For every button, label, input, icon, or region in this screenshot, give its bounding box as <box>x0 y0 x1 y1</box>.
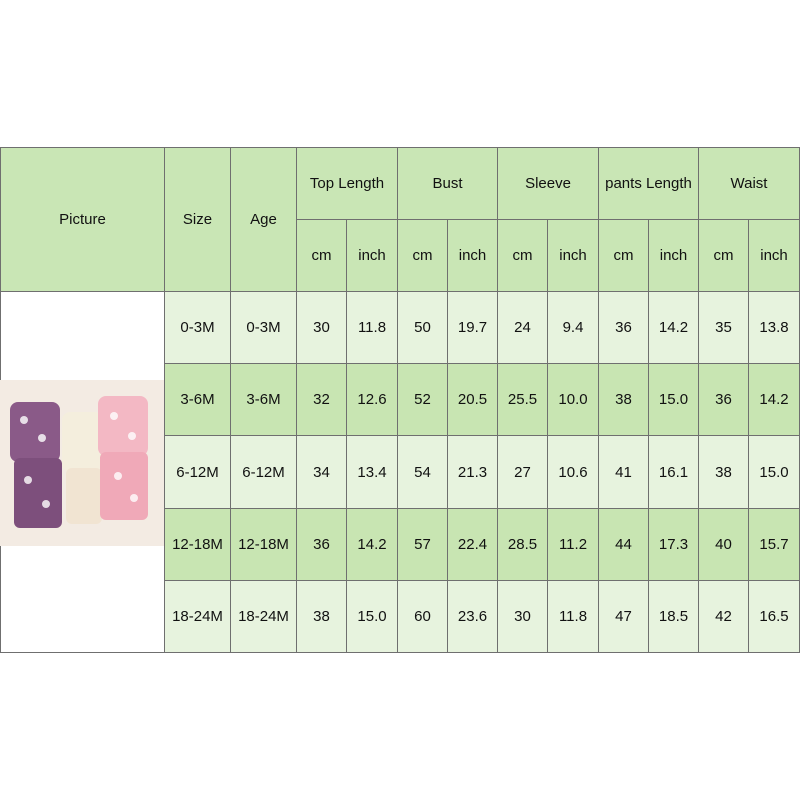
table-cell: 6-12M <box>164 435 231 509</box>
table-cell: 6-12M <box>230 435 297 509</box>
table-cell: 30 <box>296 291 347 364</box>
table-cell: 13.4 <box>346 435 398 509</box>
table-cell: 15.7 <box>748 508 800 581</box>
table-cell: 35 <box>698 291 749 364</box>
table-cell: 16.5 <box>748 580 800 653</box>
unit-header: cm <box>497 219 548 292</box>
table-cell: 25.5 <box>497 363 548 436</box>
table-cell: 21.3 <box>447 435 498 509</box>
table-cell: 36 <box>698 363 749 436</box>
table-cell: 18.5 <box>648 580 699 653</box>
table-cell: 18-24M <box>164 580 231 653</box>
table-cell: 57 <box>397 508 448 581</box>
unit-header: inch <box>748 219 800 292</box>
table-cell: 15.0 <box>748 435 800 509</box>
unit-header: inch <box>346 219 398 292</box>
table-cell: 0-3M <box>230 291 297 364</box>
table-cell: 27 <box>497 435 548 509</box>
table-cell: 32 <box>296 363 347 436</box>
table-cell: 22.4 <box>447 508 498 581</box>
table-cell: 14.2 <box>748 363 800 436</box>
table-cell: 40 <box>698 508 749 581</box>
unit-header: cm <box>296 219 347 292</box>
unit-header: cm <box>698 219 749 292</box>
table-cell: 3-6M <box>164 363 231 436</box>
group-header: Sleeve <box>497 147 599 220</box>
table-cell: 36 <box>598 291 649 364</box>
table-cell: 60 <box>397 580 448 653</box>
table-cell: 11.8 <box>547 580 599 653</box>
unit-header: inch <box>547 219 599 292</box>
group-header: pants Length <box>598 147 699 220</box>
header-cell: Age <box>230 147 297 292</box>
table-cell: 52 <box>397 363 448 436</box>
table-cell: 38 <box>598 363 649 436</box>
table-cell: 12.6 <box>346 363 398 436</box>
table-cell: 9.4 <box>547 291 599 364</box>
table-cell: 18-24M <box>230 580 297 653</box>
table-cell: 11.8 <box>346 291 398 364</box>
header-cell: Size <box>164 147 231 292</box>
group-header: Bust <box>397 147 498 220</box>
table-cell: 10.0 <box>547 363 599 436</box>
header-cell: Picture <box>0 147 165 292</box>
table-cell: 28.5 <box>497 508 548 581</box>
table-cell: 19.7 <box>447 291 498 364</box>
unit-header: inch <box>648 219 699 292</box>
table-cell: 38 <box>698 435 749 509</box>
table-cell: 16.1 <box>648 435 699 509</box>
table-cell: 44 <box>598 508 649 581</box>
table-cell: 0-3M <box>164 291 231 364</box>
table-cell: 15.0 <box>648 363 699 436</box>
product-photo <box>0 380 164 546</box>
table-cell: 10.6 <box>547 435 599 509</box>
table-cell: 42 <box>698 580 749 653</box>
table-cell: 24 <box>497 291 548 364</box>
table-cell: 17.3 <box>648 508 699 581</box>
group-header: Waist <box>698 147 800 220</box>
table-cell: 41 <box>598 435 649 509</box>
table-cell: 15.0 <box>346 580 398 653</box>
table-cell: 3-6M <box>230 363 297 436</box>
unit-header: inch <box>447 219 498 292</box>
table-cell: 14.2 <box>346 508 398 581</box>
table-cell: 34 <box>296 435 347 509</box>
table-cell: 14.2 <box>648 291 699 364</box>
table-cell: 12-18M <box>230 508 297 581</box>
table-cell: 20.5 <box>447 363 498 436</box>
table-cell: 11.2 <box>547 508 599 581</box>
table-cell: 54 <box>397 435 448 509</box>
table-cell: 36 <box>296 508 347 581</box>
table-cell: 23.6 <box>447 580 498 653</box>
unit-header: cm <box>397 219 448 292</box>
table-cell: 12-18M <box>164 508 231 581</box>
table-cell: 13.8 <box>748 291 800 364</box>
group-header: Top Length <box>296 147 398 220</box>
table-cell: 47 <box>598 580 649 653</box>
table-cell: 30 <box>497 580 548 653</box>
unit-header: cm <box>598 219 649 292</box>
table-cell: 38 <box>296 580 347 653</box>
table-cell: 50 <box>397 291 448 364</box>
